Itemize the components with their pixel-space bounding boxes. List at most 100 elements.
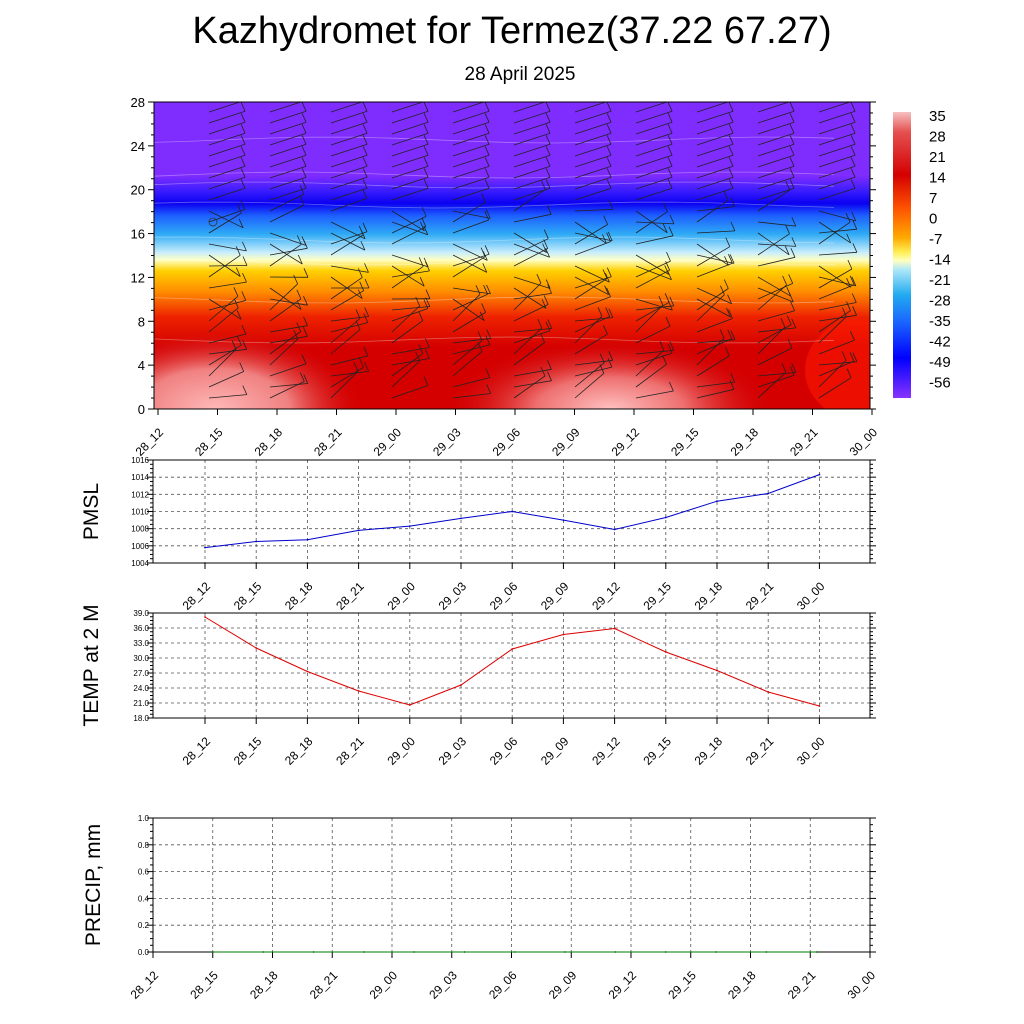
- series-point: [408, 525, 411, 527]
- wind-barb-shaft: [635, 265, 672, 280]
- wind-barb: [513, 124, 551, 146]
- wind-barb-shaft: [818, 187, 856, 201]
- wind-barb-shaft: [208, 371, 244, 388]
- wind-barb: [330, 268, 363, 300]
- wind-barb: [452, 157, 490, 179]
- wind-barb: [818, 213, 851, 245]
- series-point: [664, 516, 667, 519]
- wind-barb-shaft: [696, 287, 732, 305]
- wind-barb-shaft: [391, 358, 430, 366]
- wind-barb-flag: [669, 341, 675, 351]
- wind-barb-flag: [914, 385, 918, 394]
- wind-barb-flag: [541, 180, 546, 190]
- x-tick-label: 28_21: [333, 734, 367, 768]
- wind-barb-flag: [362, 102, 368, 112]
- wind-barb-shaft: [452, 340, 483, 366]
- wind-barb-shaft: [391, 270, 430, 278]
- wind-barb-shaft: [513, 143, 551, 157]
- x-tick-label: 28_12: [128, 968, 162, 1002]
- wind-barb-shaft: [208, 121, 246, 135]
- series-point: [562, 519, 565, 521]
- wind-barb: [208, 340, 248, 355]
- wind-barb-flag: [484, 210, 490, 221]
- colorbar-ramp: [893, 112, 911, 398]
- wind-barb: [513, 274, 542, 311]
- wind-barb-flag: [730, 372, 736, 383]
- wind-barb: [635, 113, 673, 135]
- wind-barb-flag: [608, 308, 614, 318]
- wind-barb-flag: [846, 233, 852, 244]
- wind-barb-shaft: [757, 372, 787, 399]
- wind-barb: [574, 364, 605, 399]
- wind-barb-shaft: [330, 165, 368, 179]
- wind-barb: [635, 317, 671, 344]
- wind-barb-shaft: [818, 251, 857, 256]
- wind-barb: [269, 329, 299, 366]
- wind-barb-flag: [720, 285, 725, 295]
- wind-barb: [330, 222, 368, 245]
- series-point: [262, 951, 265, 953]
- wind-barb: [757, 363, 787, 399]
- warm-area: [805, 320, 870, 409]
- wind-barb: [696, 380, 735, 399]
- wind-barb: [330, 225, 364, 256]
- wind-barb-shaft: [391, 187, 429, 201]
- wind-barb: [269, 157, 307, 179]
- wind-barb-flag: [423, 299, 429, 309]
- series-point: [511, 510, 514, 513]
- wind-barb-flag: [847, 259, 853, 270]
- wind-barb-shaft: [574, 316, 603, 344]
- wind-barb-shaft: [757, 165, 795, 179]
- x-tick-label: 28_18: [247, 968, 281, 1002]
- series-point: [204, 546, 206, 549]
- wind-barb-shaft: [635, 298, 673, 311]
- x-tick-label: 29_15: [640, 734, 674, 768]
- wind-barb-shaft: [818, 314, 857, 322]
- wind-barb-flag: [293, 274, 298, 285]
- wind-barb-flag: [240, 168, 246, 178]
- wind-barb: [330, 146, 368, 168]
- wind-barb-flag: [357, 289, 363, 299]
- x-tick-label: 29_00: [371, 425, 405, 459]
- wind-barb-flag: [364, 307, 370, 317]
- wind-barb: [757, 146, 795, 168]
- wind-barb-shaft: [818, 210, 856, 222]
- wind-barb-shaft: [635, 165, 673, 179]
- series-point: [614, 951, 617, 953]
- wind-barb-flag: [789, 124, 795, 134]
- wind-barb-flag: [360, 240, 366, 251]
- wind-barb: [513, 232, 547, 253]
- y-tick-label: 30.0: [133, 654, 149, 663]
- wind-barb-shaft: [818, 165, 856, 179]
- wind-barb-flag: [238, 218, 244, 228]
- wind-barb: [513, 243, 550, 258]
- wind-barb-flag: [664, 265, 670, 275]
- y-axis-label: TEMP at 2 M: [80, 604, 103, 726]
- wind-barb-shaft: [330, 367, 364, 388]
- wind-barb: [269, 289, 302, 322]
- wind-barb-shaft: [513, 110, 551, 124]
- wind-barb-shaft: [208, 187, 246, 201]
- wind-barb-flag: [293, 329, 299, 340]
- y-axis-label: PMSL: [80, 483, 103, 540]
- wind-barb-flag: [236, 310, 242, 320]
- wind-barb-shaft: [635, 269, 670, 289]
- wind-barb-flag: [545, 157, 551, 167]
- wind-barb-shaft: [452, 201, 486, 223]
- wind-barb-flag: [726, 307, 731, 318]
- warm-area: [154, 329, 365, 409]
- wind-barb: [757, 179, 795, 201]
- wind-barb-shaft: [208, 281, 247, 289]
- wind-barb: [208, 256, 248, 267]
- colorbar-label: 7: [929, 190, 937, 207]
- wind-barb-flag: [240, 200, 246, 210]
- wind-barb-flag: [299, 195, 305, 206]
- wind-barb-flag: [355, 320, 361, 330]
- x-tick-label: 28_12: [180, 579, 214, 613]
- wind-barb: [818, 102, 856, 124]
- wind-barb-shaft: [330, 176, 368, 190]
- wind-barb-shaft: [513, 232, 547, 253]
- wind-barb-shaft: [208, 254, 241, 278]
- wind-barb-flag: [668, 226, 674, 236]
- wind-barb-flag: [669, 381, 674, 392]
